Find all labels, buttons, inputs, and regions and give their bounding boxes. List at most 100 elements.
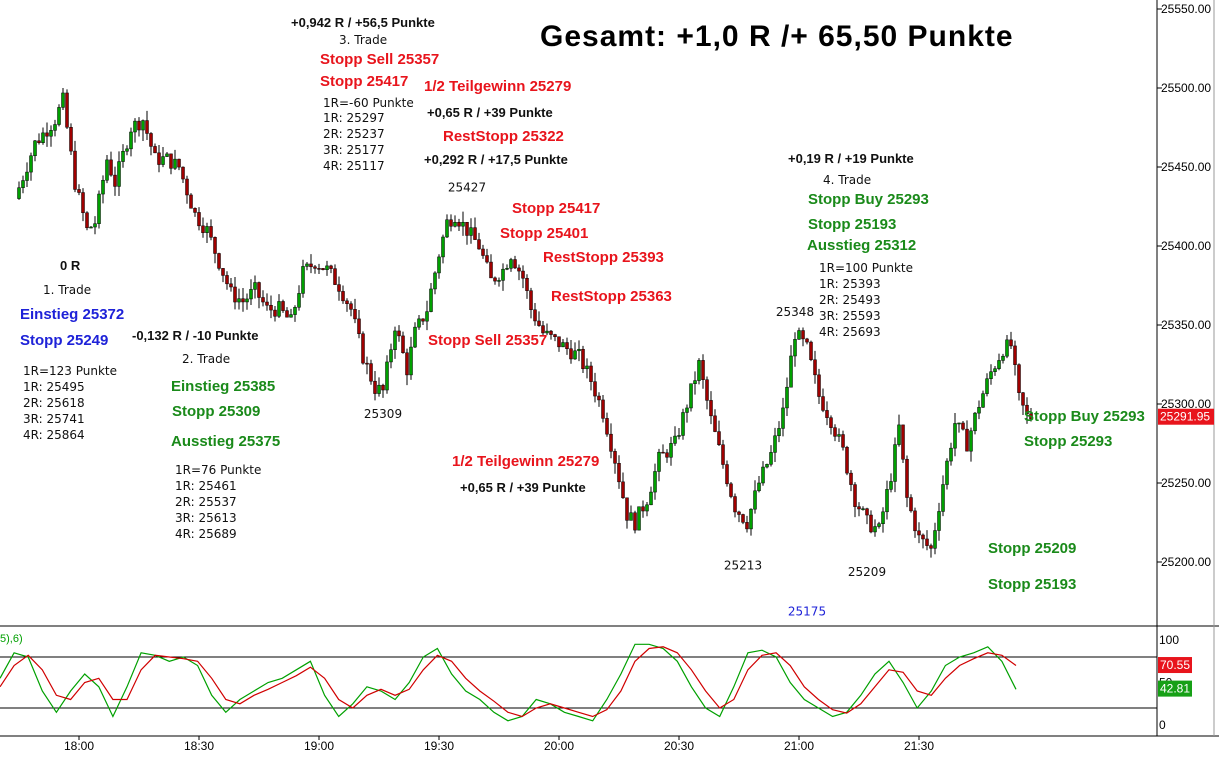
candle-body [253,282,257,290]
candle-body [229,283,233,288]
candle [465,221,469,245]
candle [917,522,921,544]
candle-body [793,339,797,357]
candle [189,193,193,209]
candle [877,521,881,529]
candle [85,211,89,231]
candle-body [713,415,717,432]
candle-body [961,422,965,430]
candle-body [725,464,729,485]
candle [933,522,937,555]
candle [617,455,621,489]
candle-body [797,330,801,340]
candle-body [321,268,325,270]
candle-body [537,320,541,326]
candle [801,327,805,347]
candle-body [657,451,661,472]
annotation-stop-25209: Stopp 25209 [988,540,1077,557]
price-marker-label: 25213 [724,558,762,572]
candle-body [717,431,721,446]
candle [449,214,453,232]
candle [697,358,701,385]
candle [353,298,357,324]
candle-body [133,120,137,133]
time-tick-label: 20:30 [664,739,694,753]
candle-body [585,365,589,370]
candle-body [1021,392,1025,406]
candle-body [389,349,393,363]
candle-body [933,530,937,549]
candle [117,151,121,196]
candle [777,421,781,443]
candle [837,428,841,443]
candle [213,236,217,264]
candle [61,88,65,110]
candle [25,162,29,188]
candle [1017,363,1021,401]
candle [73,140,77,193]
candle-body [1013,345,1017,365]
stochastic-tick-label: 0 [1159,718,1166,732]
candle-body [881,511,885,525]
candle [981,390,985,408]
annotation-trade2-stop: Stopp 25309 [172,403,261,420]
candle-body [413,326,417,348]
candle [205,222,209,243]
candle-body [893,444,897,482]
candle-body [697,360,701,381]
candle [137,117,141,137]
candle-body [277,301,281,317]
candle-body [409,346,413,376]
candle [101,175,105,204]
candle [233,277,237,310]
candle [717,420,721,447]
candle [437,254,441,279]
candle [1001,353,1005,364]
candle-body [629,512,633,521]
annotation-trade1-entry: Einstieg 25372 [20,306,125,323]
candle [821,388,825,413]
candle [849,470,853,492]
candle-body [441,236,445,258]
candle-body [417,318,421,328]
annotation-partial-25279: 1/2 Teilgewinn 25279 [452,453,600,470]
candle-body [105,159,109,181]
candle [241,287,245,312]
price-tick-label: 25300.00 [1161,397,1211,411]
candle-body [701,360,705,380]
candle [581,345,585,374]
candle-body [705,379,709,401]
candle [177,158,181,171]
candle [969,427,973,462]
annotation-trade1-1r: 1R=123 Punkte [23,364,118,378]
candle [789,345,793,388]
candle [441,234,445,264]
candle-body [461,221,465,227]
candle [657,448,661,482]
annotation-trade3-reststop: RestStopp 25322 [443,128,564,145]
candle [1009,331,1013,349]
candle-body [453,221,457,227]
candle-body [761,466,765,484]
candle [845,445,849,476]
candle [361,331,365,365]
candle-body [561,342,565,348]
candle [733,493,737,518]
candle-body [541,325,545,334]
candle-body [205,226,209,233]
candle [765,463,769,469]
candle [289,308,293,318]
candle [745,515,749,533]
candle [413,322,417,349]
candle [725,460,729,487]
candle-body [457,221,461,227]
candle [785,377,789,416]
candle-body [273,309,277,317]
candle-body [513,259,517,269]
candle-body [521,270,525,279]
candle [989,364,993,385]
candle [865,507,869,525]
candle-body [721,444,725,465]
